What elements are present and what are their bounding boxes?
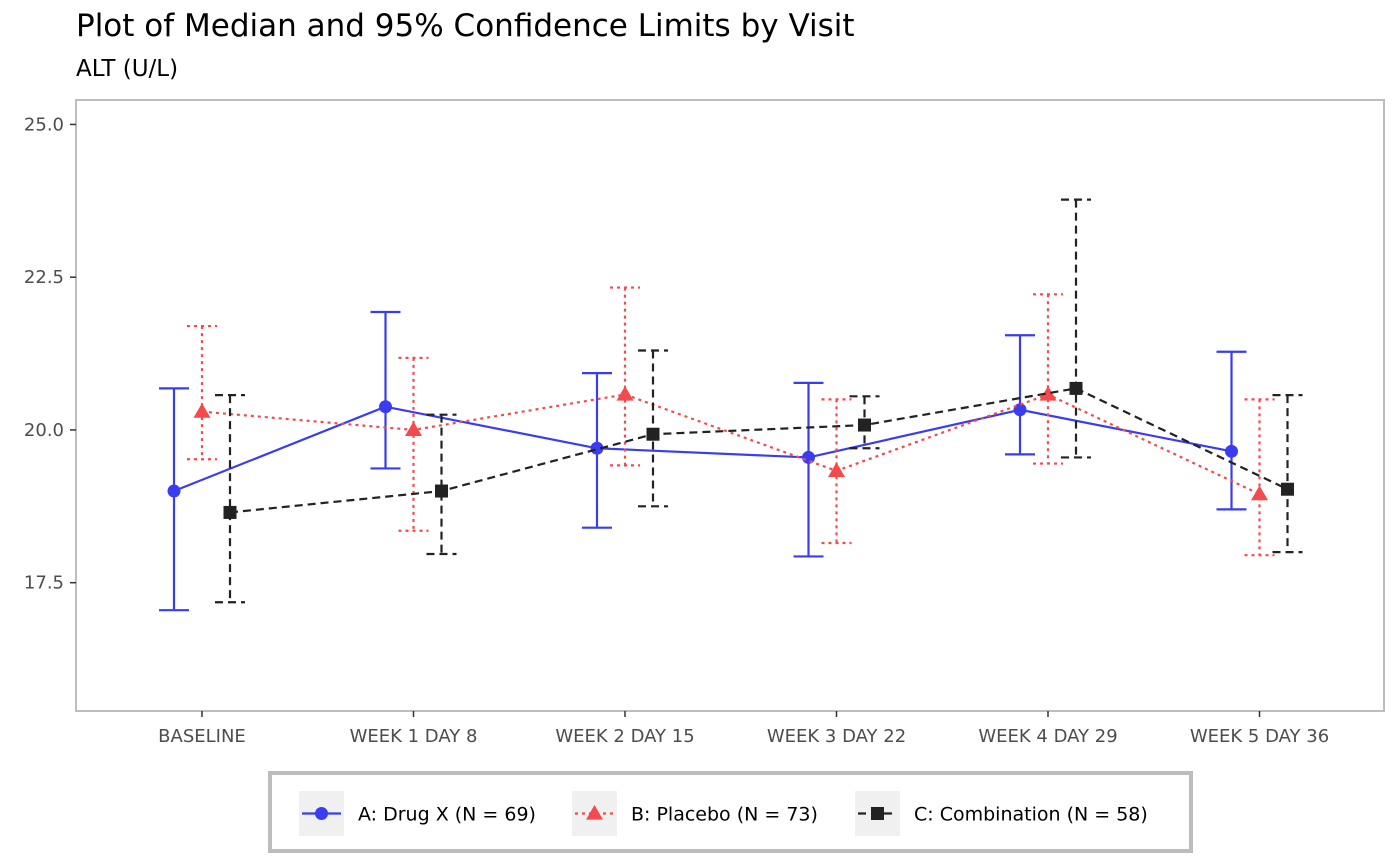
data-point (435, 484, 448, 498)
legend-key-marker (871, 807, 884, 820)
x-tick-label: BASELINE (158, 726, 246, 747)
x-tick-label: WEEK 3 DAY 22 (767, 726, 906, 747)
series-2 (215, 198, 1303, 604)
data-point (379, 400, 392, 414)
legend-key-marker (315, 807, 328, 820)
plot-panel (75, 99, 1385, 712)
data-point (828, 462, 845, 477)
legend-label: C: Combination (N = 58) (914, 804, 1148, 826)
legend-item-0: A: Drug X (N = 69) (299, 791, 536, 836)
x-tick-label: WEEK 4 DAY 29 (978, 726, 1117, 747)
legend-box (268, 771, 1193, 853)
y-tick-label: 25.0 (24, 114, 64, 135)
chart-subtitle: ALT (U/L) (76, 56, 179, 82)
y-tick-label: 22.5 (24, 267, 64, 288)
series-0 (159, 310, 1247, 612)
x-tick-label: WEEK 5 DAY 36 (1190, 726, 1329, 747)
data-point (193, 403, 211, 418)
chart-title: Plot of Median and 95% Confidence Limits… (76, 8, 855, 44)
legend-label: B: Placebo (N = 73) (631, 804, 818, 826)
data-point (646, 427, 660, 441)
data-point (405, 421, 422, 437)
y-tick-label: 17.5 (24, 573, 64, 594)
legend-label: A: Drug X (N = 69) (358, 804, 536, 826)
data-point (223, 505, 237, 519)
legend-item-2: C: Combination (N = 58) (855, 791, 1148, 836)
data-point (1225, 444, 1238, 458)
legend-key-marker (586, 805, 603, 820)
series-1 (187, 286, 1275, 557)
series-line (229, 387, 1288, 514)
data-point (802, 450, 815, 464)
data-point (616, 386, 634, 401)
series-line (201, 393, 1260, 496)
x-tick-label: WEEK 1 DAY 8 (350, 726, 478, 747)
y-tick-label: 20.0 (24, 420, 64, 441)
data-point (858, 418, 871, 432)
data-point (1251, 485, 1268, 501)
data-point (1039, 386, 1057, 401)
legend-item-1: B: Placebo (N = 73) (572, 791, 818, 836)
data-point (590, 441, 604, 455)
x-tick-label: WEEK 2 DAY 15 (555, 726, 694, 747)
data-point (167, 484, 181, 498)
data-point (1281, 482, 1294, 496)
data-point (1069, 381, 1083, 395)
series-line (173, 405, 1232, 493)
